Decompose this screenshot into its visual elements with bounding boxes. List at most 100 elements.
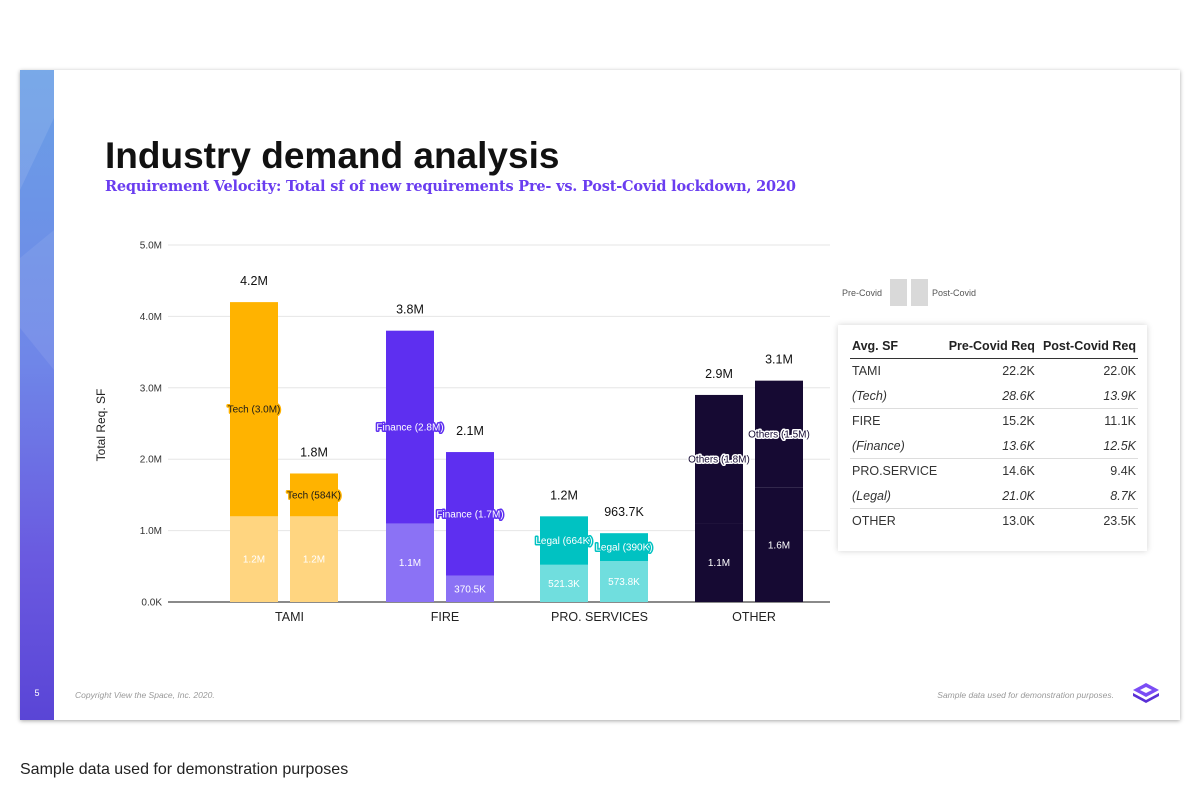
bar-segment-bottom — [230, 516, 278, 602]
bar-segment-label: Finance (1.7M) — [436, 509, 503, 520]
bar-bottom-label: 1.1M — [399, 558, 421, 569]
y-tick-label: 3.0M — [140, 383, 162, 394]
post-covid-value: 12.5K — [1036, 433, 1138, 459]
bar-bottom-label: 521.3K — [548, 579, 580, 590]
y-tick-label: 4.0M — [140, 312, 162, 323]
row-label: (Tech) — [850, 383, 943, 409]
avg-sf-table: Avg. SF Pre-Covid Req Post-Covid Req TAM… — [850, 339, 1138, 534]
bar-segment-top — [386, 330, 434, 524]
table-header-cell: Avg. SF — [850, 339, 943, 359]
bar-total-label: 1.2M — [550, 488, 578, 502]
legend-swatch-post — [911, 279, 928, 306]
table-header-row: Avg. SF Pre-Covid Req Post-Covid Req — [850, 339, 1138, 359]
pre-covid-value: 21.0K — [942, 483, 1037, 509]
post-covid-value: 23.5K — [1103, 514, 1136, 529]
sidebar-facet — [20, 230, 54, 370]
bar-total-label: 4.2M — [240, 274, 268, 288]
bar-bottom-label: 1.2M — [303, 555, 325, 566]
bar-segment-top — [540, 516, 588, 565]
bar-segment-top — [290, 473, 338, 517]
y-axis-label: Total Req. SF — [94, 389, 108, 462]
bar-segment-label: Others (1.5M) — [748, 430, 810, 441]
slide-subtitle: Requirement Velocity: Total sf of new re… — [105, 178, 796, 195]
viewthespace-logo-icon — [1132, 682, 1160, 709]
y-tick-label: 5.0M — [140, 241, 162, 252]
table-header-cell: Pre-Covid Req — [942, 339, 1037, 359]
y-tick-label: 1.0M — [140, 526, 162, 537]
row-label: FIRE — [852, 414, 881, 429]
bar-bottom-label: 1.1M — [708, 558, 730, 569]
x-tick-label: FIRE — [431, 610, 459, 624]
bar-bottom-label: 1.6M — [768, 540, 790, 551]
bar-segment-top — [230, 302, 278, 517]
slide-title: Industry demand analysis — [105, 135, 560, 176]
table-row: (Legal) 21.0K 8.7K — [850, 483, 1138, 509]
bar-bottom-label: 573.8K — [608, 577, 640, 588]
table-row: PRO.SERVICE 14.6K 9.4K — [850, 459, 1138, 484]
bar-total-label: 2.1M — [456, 424, 484, 438]
bar-segment-top — [695, 394, 743, 524]
post-covid-value: 8.7K — [1036, 483, 1138, 509]
x-tick-label: PRO. SERVICES — [551, 610, 648, 624]
row-label: (Finance) — [850, 433, 943, 459]
bar-segment-label: Tech (584K) — [287, 490, 341, 501]
pre-covid-value: 28.6K — [942, 383, 1037, 409]
bar-total-label: 3.8M — [396, 303, 424, 317]
table-header-cell: Post-Covid Req — [1036, 339, 1138, 359]
pre-covid-value: 13.6K — [942, 433, 1037, 459]
bar-segment-label: Others (1.8M) — [688, 455, 750, 466]
bar-segment-label: Tech (3.0M) — [228, 405, 281, 416]
legend-swatch-pre — [890, 279, 907, 306]
bar-segment-bottom — [386, 523, 434, 602]
slide: 5 Industry demand analysis Requirement V… — [20, 70, 1180, 720]
row-label: TAMI — [852, 364, 881, 379]
x-tick-label: OTHER — [732, 610, 776, 624]
bar-segment-top — [755, 380, 803, 488]
table-row: FIRE 15.2K 11.1K — [850, 409, 1138, 434]
bar-total-label: 3.1M — [765, 353, 793, 367]
bar-segment-bottom — [446, 575, 494, 602]
bar-segment-bottom — [695, 523, 743, 602]
sidebar-facet — [20, 70, 54, 190]
bar-total-label: 1.8M — [300, 445, 328, 459]
bar-bottom-label: 1.2M — [243, 555, 265, 566]
slide-sidebar: 5 — [20, 70, 54, 720]
bar-segment-top — [446, 452, 494, 576]
table-row: (Tech) 28.6K 13.9K — [850, 383, 1138, 409]
row-label: (Legal) — [850, 483, 943, 509]
post-covid-value: 11.1K — [1104, 414, 1136, 429]
row-label: OTHER — [852, 514, 896, 529]
avg-sf-table-card: Avg. SF Pre-Covid Req Post-Covid Req TAM… — [838, 325, 1147, 551]
bar-segment-top — [600, 533, 648, 562]
post-covid-value: 22.0K — [1103, 364, 1136, 379]
pre-covid-value: 15.2K — [1002, 414, 1035, 429]
bar-segment-bottom — [755, 487, 803, 602]
x-tick-label: TAMI — [275, 610, 304, 624]
y-tick-label: 0.0K — [141, 598, 162, 609]
table-row: OTHER 13.0K 23.5K — [850, 509, 1138, 534]
bar-segment-bottom — [600, 561, 648, 602]
y-tick-label: 2.0M — [140, 455, 162, 466]
bar-segment-bottom — [290, 516, 338, 602]
post-covid-value: 9.4K — [1110, 464, 1136, 479]
bar-bottom-label: 370.5K — [454, 584, 486, 595]
legend-label-pre: Pre-Covid — [842, 288, 883, 298]
pre-covid-value: 22.2K — [1002, 364, 1035, 379]
bar-segment-label: Finance (2.8M) — [376, 423, 443, 434]
bar-segment-label: Legal (390K) — [595, 543, 652, 554]
footer-sample-note: Sample data used for demonstration purpo… — [937, 690, 1114, 700]
table-row: TAMI 22.2K 22.0K — [850, 359, 1138, 384]
caption: Sample data used for demonstration purpo… — [20, 761, 349, 778]
legend-label-post: Post-Covid — [932, 288, 977, 298]
copyright-text: Copyright View the Space, Inc. 2020. — [75, 690, 215, 700]
row-label: PRO.SERVICE — [852, 464, 938, 479]
post-covid-value: 13.9K — [1036, 383, 1138, 409]
table-row: (Finance) 13.6K 12.5K — [850, 433, 1138, 459]
bar-total-label: 963.7K — [604, 505, 644, 519]
bar-segment-bottom — [540, 564, 588, 602]
pre-covid-value: 13.0K — [1002, 514, 1035, 529]
bar-total-label: 2.9M — [705, 367, 733, 381]
pre-covid-value: 14.6K — [1002, 464, 1035, 479]
page-number: 5 — [34, 688, 40, 698]
bar-segment-label: Legal (664K) — [535, 536, 592, 547]
